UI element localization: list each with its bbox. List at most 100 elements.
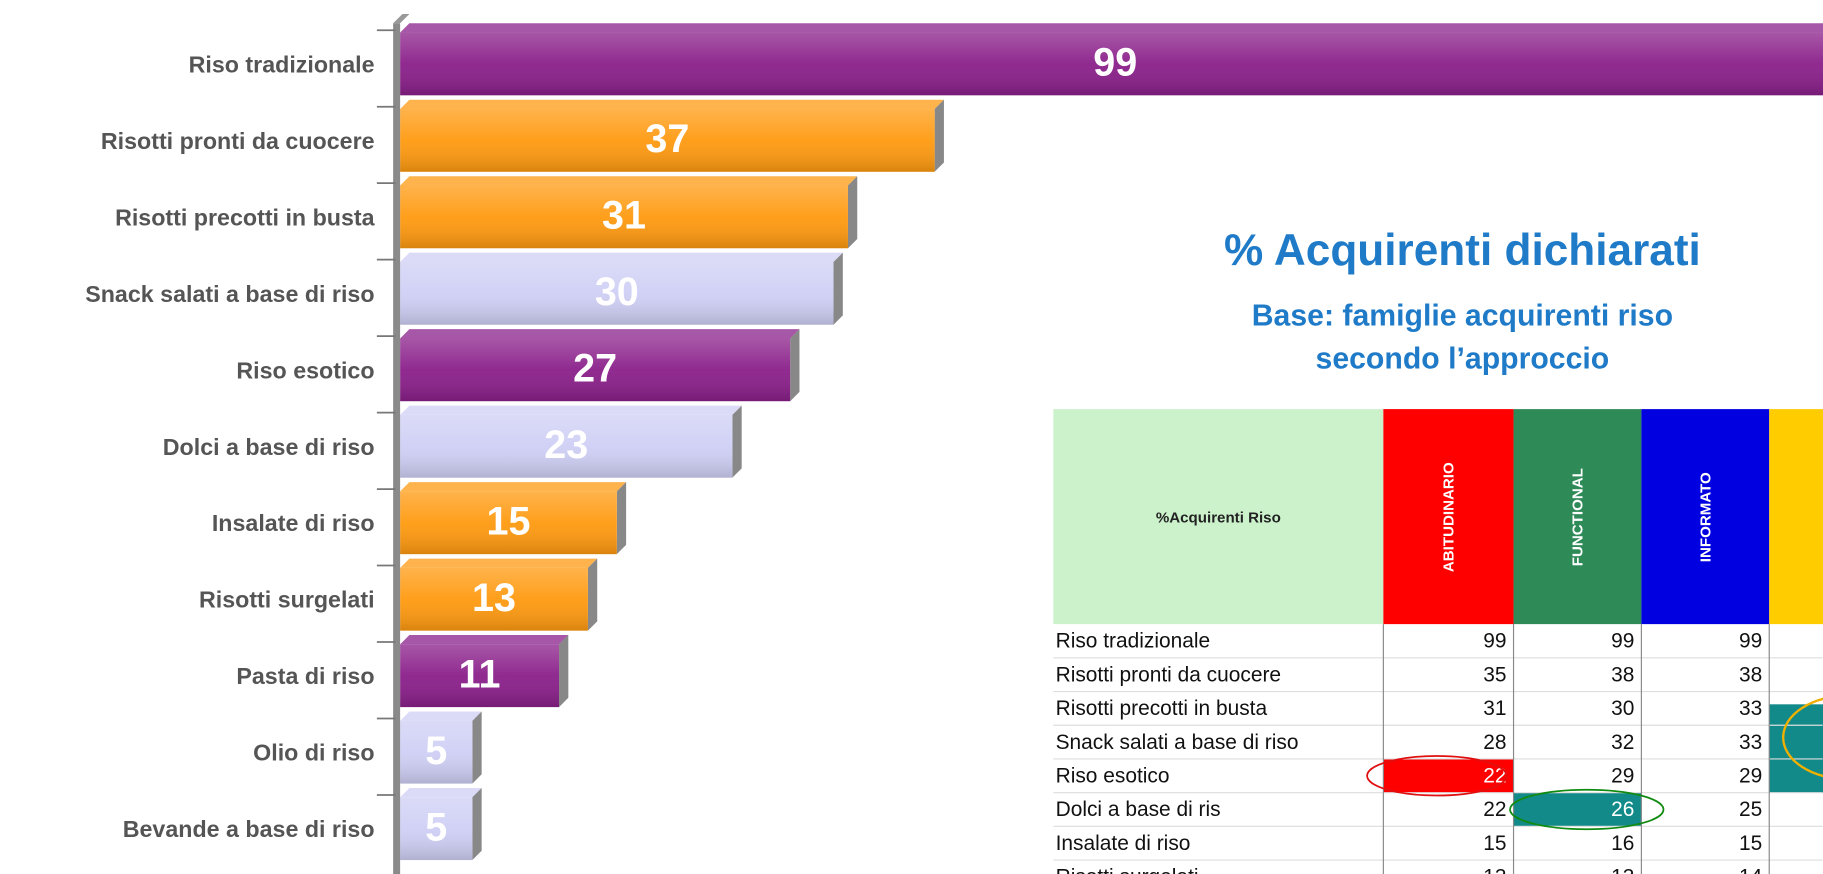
bar-top [400,405,742,415]
header-label: %Acquirenti Riso [1156,509,1281,526]
bar-shine [400,644,560,708]
cell-value: 38 [1739,663,1762,686]
cell-value: 25 [1739,798,1762,821]
row-label: Risotti pronti da cuocere [1056,663,1281,686]
bar-side [587,558,598,631]
bar-top [400,711,482,721]
cell-value: 15 [1739,832,1762,855]
cell-value: 38 [1611,663,1634,686]
bar-top [400,176,858,186]
cell-value: 28 [1483,731,1506,754]
cell-value: 14 [1739,866,1763,874]
bar-top [400,558,598,568]
bar-shine [400,32,1823,96]
category-label: Risotti pronti da cuocere [101,128,375,154]
header-cell [1383,409,1514,625]
cell-value: 26 [1611,798,1634,821]
category-label: Bevande a base di riso [123,816,375,842]
cell-value: 16 [1611,832,1634,855]
chart-title: % Acquirenti dichiarati [1224,226,1701,275]
row-label: Riso tradizionale [1056,630,1211,653]
value-label: 13 [472,576,516,620]
value-label: 37 [645,117,689,161]
highlight-cell [1513,792,1642,827]
column-header: INFORMATO [1697,472,1714,562]
cell-value: 99 [1739,630,1762,653]
chart-subtitle: Base: famiglie acquirenti riso [1252,299,1673,332]
bar-side [616,482,627,555]
value-label: 5 [425,729,447,773]
bar-shine [400,720,473,784]
value-label: 31 [602,193,646,237]
axis-ticks [376,29,396,796]
bar-side [472,787,482,861]
value-label: 27 [573,346,617,390]
bar-top [400,99,944,110]
bar-top [400,482,627,492]
value-label: 99 [1093,41,1137,85]
cell-value: 13 [1483,866,1506,874]
row-label: Riso esotico [1056,764,1170,787]
bar-area: 99 37 31 30 27 23 15 13 11 5 5 [400,23,1823,861]
category-label: Risotti surgelati [199,587,375,613]
bar-top [400,635,569,645]
row-label: Insalate di riso [1056,832,1191,855]
bar-top [400,252,843,262]
category-label: Insalate di riso [212,510,375,536]
category-label: Riso tradizionale [189,51,375,77]
header-cell [1053,409,1384,625]
highlight-ring [1509,788,1665,831]
bar-top [400,23,1823,33]
cell-value: 99 [1483,630,1506,653]
cell-value: 31 [1483,697,1506,720]
cell-value: 29 [1739,764,1762,787]
bar-side [732,405,742,478]
highlight-cell [1383,758,1514,793]
table: %Acquirenti Riso ABITUDINARIO FUNCTIONAL IN… [1053,409,1823,874]
value-label: 30 [595,270,639,314]
row-label: Risotti surgelati [1056,866,1199,874]
cell-value: 99 [1611,630,1634,653]
cell-value: 13 [1611,866,1634,874]
bar-top [400,329,800,339]
cell-value: 30 [1611,697,1634,720]
header-cell [1769,409,1823,625]
bar-side [559,635,569,708]
category-label: Dolci a base di riso [163,434,375,460]
cell-value: 22 [1483,798,1506,821]
bar-shine [400,797,473,861]
cell-value: 22 [1483,764,1506,787]
value-label: 23 [544,423,588,467]
value-label: 11 [459,652,501,696]
category-label: Riso esotico [236,357,374,383]
value-label: 5 [425,805,447,849]
axis-line [393,23,401,874]
header-cell [1641,409,1770,625]
bar-shine [400,338,791,402]
row-label: Snack salati a base di riso [1056,731,1299,754]
cell-value: 35 [1483,663,1506,686]
bar-shine [400,261,834,325]
cell-value: 29 [1611,764,1634,787]
column-header: FUNCTIONAL [1570,468,1587,566]
category-label: Pasta di riso [236,663,374,689]
bar-shine [400,109,935,172]
cell-value: 33 [1739,697,1762,720]
value-label: 15 [486,499,530,543]
highlight-cell [1769,704,1823,793]
bar-side [847,176,858,249]
highlight-ring [1366,755,1508,797]
category-label: Risotti precotti in busta [115,204,376,230]
bar-shine [400,491,617,555]
bar-top [400,787,482,798]
header-cell [1513,409,1642,625]
bar-shine [400,185,848,249]
row-label: Risotti precotti in busta [1056,697,1268,720]
axis-top [393,13,410,24]
highlight-ring [1782,697,1823,778]
cell-value: 15 [1483,832,1506,855]
row-label: Dolci a base di ris [1056,798,1221,821]
bar-shine [400,414,733,478]
bar-side [833,252,843,325]
cell-value: 33 [1739,731,1762,754]
